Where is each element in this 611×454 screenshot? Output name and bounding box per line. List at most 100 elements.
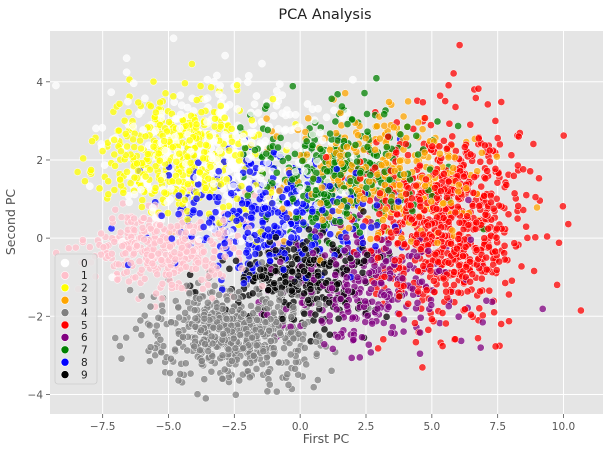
point-class-2	[154, 149, 163, 158]
point-class-3	[365, 177, 374, 186]
point-class-8	[292, 208, 301, 216]
point-class-1	[167, 280, 176, 289]
point-class-5	[472, 246, 481, 254]
point-class-2	[134, 98, 143, 107]
point-class-7	[298, 157, 307, 165]
point-class-1	[221, 252, 230, 261]
point-class-8	[265, 232, 274, 241]
point-class-6	[382, 257, 391, 266]
point-class-4	[137, 331, 146, 339]
point-class-4	[181, 309, 189, 317]
point-class-2	[211, 114, 219, 123]
point-class-4	[191, 322, 200, 331]
point-class-5	[531, 233, 540, 242]
point-class-1	[113, 275, 122, 284]
point-class-0	[291, 168, 300, 176]
point-class-3	[262, 114, 271, 123]
point-class-7	[274, 143, 282, 152]
point-class-2	[233, 194, 242, 203]
point-class-5	[493, 178, 502, 187]
point-class-5	[415, 213, 424, 221]
point-class-0	[244, 177, 253, 186]
point-class-3	[318, 216, 327, 224]
point-class-0	[100, 161, 109, 169]
point-class-4	[201, 394, 210, 403]
point-class-6	[336, 295, 345, 303]
point-class-5	[461, 305, 469, 314]
point-class-4	[193, 390, 202, 399]
point-class-5	[438, 342, 447, 350]
point-class-1	[137, 265, 146, 274]
point-class-8	[214, 193, 223, 202]
point-class-7	[346, 177, 355, 186]
point-class-0	[309, 130, 317, 139]
point-class-6	[340, 246, 349, 255]
point-class-4	[300, 344, 309, 352]
point-class-4	[302, 360, 311, 369]
point-class-9	[304, 296, 313, 304]
point-class-2	[174, 177, 183, 186]
point-class-1	[158, 279, 167, 288]
point-class-7	[291, 150, 299, 158]
point-class-5	[480, 192, 489, 200]
point-class-6	[464, 196, 473, 204]
point-class-4	[261, 318, 270, 327]
point-class-9	[328, 240, 337, 249]
point-class-1	[214, 229, 223, 238]
point-class-4	[252, 341, 261, 350]
legend-label-6: 6	[81, 332, 88, 344]
point-class-4	[175, 338, 183, 347]
point-class-7	[309, 174, 318, 183]
y-tick-label: 4	[36, 77, 43, 89]
point-class-0	[322, 113, 331, 122]
point-class-8	[282, 213, 291, 222]
point-class-1	[209, 254, 218, 262]
point-class-5	[482, 253, 491, 262]
point-class-5	[491, 342, 500, 351]
point-class-5	[491, 247, 500, 256]
point-class-5	[461, 243, 470, 251]
point-class-5	[431, 250, 440, 259]
point-class-6	[352, 250, 361, 259]
point-class-5	[447, 239, 455, 248]
point-class-5	[451, 208, 460, 217]
point-class-6	[343, 301, 351, 310]
point-class-5	[474, 84, 483, 93]
point-class-5	[414, 267, 422, 275]
point-class-7	[433, 117, 442, 126]
point-class-2	[216, 122, 225, 131]
point-class-7	[360, 89, 369, 97]
point-class-3	[343, 143, 351, 151]
point-class-1	[125, 277, 133, 286]
point-class-4	[197, 357, 206, 365]
point-class-3	[361, 134, 370, 142]
point-class-4	[154, 313, 163, 322]
point-class-2	[161, 89, 170, 98]
point-class-5	[472, 218, 481, 227]
point-class-0	[52, 81, 60, 90]
point-class-5	[490, 308, 498, 317]
point-class-5	[468, 202, 477, 210]
point-class-5	[379, 335, 388, 344]
point-class-1	[107, 249, 116, 258]
point-class-8	[318, 206, 327, 215]
legend-label-4: 4	[81, 307, 88, 319]
point-class-5	[478, 311, 487, 320]
point-class-3	[454, 187, 463, 196]
point-class-1	[181, 228, 190, 237]
point-class-6	[416, 313, 425, 322]
point-class-8	[205, 218, 214, 227]
point-class-2	[134, 166, 142, 175]
point-class-7	[262, 101, 271, 110]
point-class-0	[292, 141, 301, 150]
point-class-7	[243, 191, 252, 200]
point-class-2	[192, 96, 201, 104]
point-class-1	[97, 229, 105, 238]
point-class-8	[367, 223, 376, 232]
point-class-2	[121, 130, 130, 138]
point-class-4	[315, 300, 323, 308]
point-class-9	[271, 233, 280, 242]
point-class-2	[149, 142, 158, 151]
point-class-5	[416, 196, 424, 204]
point-class-8	[194, 158, 203, 167]
